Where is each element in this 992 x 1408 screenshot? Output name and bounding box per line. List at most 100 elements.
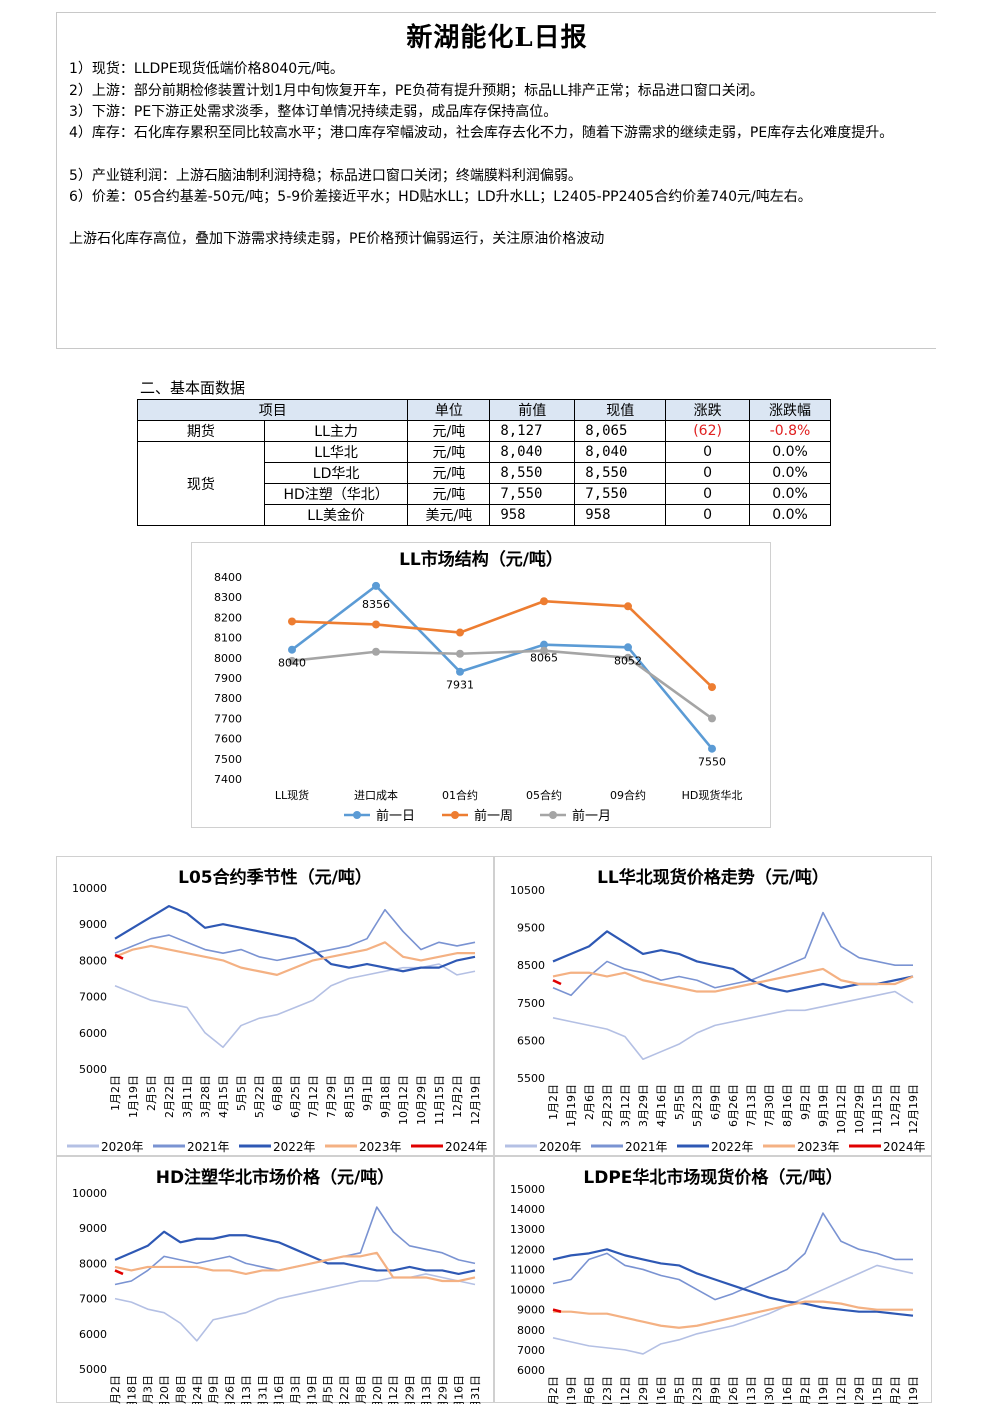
group-futures: 期货	[137, 420, 265, 442]
x-tick-label: 8月5日	[322, 1375, 335, 1404]
x-tick-label: 9月2日	[799, 1084, 812, 1120]
x-tick-label: 5月23日	[691, 1376, 704, 1404]
y-tick-label: 6500	[517, 1034, 545, 1047]
l05-seasonal-svg: L05合约季节性（元/吨）10000900080007000600050001月…	[67, 867, 488, 1154]
x-tick-label: 10月29日	[415, 1075, 428, 1125]
data-label: 7931	[446, 679, 474, 692]
y-tick-label: 10000	[72, 1187, 107, 1200]
data-point	[540, 597, 548, 606]
x-tick-label: 进口成本	[354, 788, 398, 802]
series-line	[114, 941, 475, 976]
y-tick-label: 8300	[214, 591, 242, 604]
x-tick-label: 12月19日	[907, 1376, 920, 1404]
row-curr: 958	[574, 504, 667, 526]
x-tick-label: 6月26日	[727, 1376, 740, 1404]
series-line	[114, 1206, 476, 1286]
x-tick-label: 12月19日	[469, 1075, 482, 1125]
x-tick-label: 10月12日	[835, 1084, 848, 1134]
data-point	[540, 646, 548, 655]
x-tick-label: 8月15日	[343, 1075, 356, 1118]
series-line	[114, 1269, 124, 1276]
data-point	[372, 620, 380, 629]
x-tick-label: 9月20日	[371, 1375, 384, 1404]
x-tick-label: 3月12日	[619, 1084, 632, 1127]
series-line	[114, 1230, 476, 1276]
row-prev: 958	[489, 504, 576, 526]
series-line	[114, 908, 476, 962]
x-tick-label: 10月12日	[835, 1376, 848, 1404]
x-tick-label: 1月19日	[127, 1075, 140, 1118]
y-tick-label: 10000	[510, 1284, 545, 1297]
x-tick-label: 10月29日	[853, 1376, 866, 1404]
legend-label: 2024年	[883, 1140, 926, 1154]
x-tick-label: 5月23日	[691, 1084, 704, 1127]
header-prev: 前值	[489, 399, 576, 421]
x-tick-label: 5月5日	[235, 1075, 248, 1111]
y-tick-label: 10500	[510, 884, 545, 897]
header-pct: 涨跌幅	[749, 399, 831, 421]
row-pct: 0.0%	[749, 462, 831, 484]
x-tick-label: 9月19日	[817, 1084, 830, 1127]
series-line	[291, 584, 714, 750]
group-spot: 现货	[137, 441, 265, 526]
row-pct: 0.0%	[749, 504, 831, 526]
series-line	[552, 990, 914, 1060]
y-tick-label: 7000	[517, 1344, 545, 1357]
data-point	[624, 643, 632, 652]
hd-injection-chart: HD注塑华北市场价格（元/吨） 10000 9000 8000 7000 6000 5000…	[56, 1156, 494, 1408]
x-tick-label: LL现货	[275, 788, 309, 802]
report-summary: 上游石化库存高位，叠加下游需求持续走弱，PE价格预计偏弱运行，关注原油价格波动	[69, 231, 605, 247]
y-tick-label: 8200	[214, 611, 242, 624]
x-tick-label: 12月19日	[907, 1084, 920, 1134]
x-tick-label: 9月8日	[354, 1375, 367, 1404]
header-unit: 单位	[407, 399, 491, 421]
ll-north-spot-svg: LL华北现货价格走势（元/吨） 10500 9500 8500 7500 6500 5500…	[505, 867, 926, 1154]
row-unit: 元/吨	[407, 483, 491, 505]
y-tick-label: 8400	[214, 571, 242, 584]
row-name: LL美金价	[263, 504, 409, 526]
x-tick-label: 2月3日	[142, 1375, 155, 1404]
legend-label: 前一月	[572, 808, 611, 824]
data-label: 7550	[698, 756, 726, 769]
series-line	[114, 963, 476, 1049]
x-tick-label: 12月2日	[889, 1376, 902, 1404]
x-tick-label: 10月29日	[853, 1084, 866, 1134]
table-row: LL美金价 美元/吨 958 958 0 0.0%	[138, 504, 831, 526]
row-name: HD注塑（华北）	[263, 483, 409, 505]
x-tick-label: 7月30日	[763, 1376, 776, 1404]
series-line	[114, 1251, 476, 1283]
y-tick-label: 9000	[79, 1222, 107, 1235]
y-tick-label: 7500	[214, 753, 242, 766]
market-structure-chart: LL市场结构（元/吨） 8400 8300 8200 8100 8000 7900 7800 7…	[191, 542, 771, 828]
x-tick-label: 2月20日	[158, 1375, 171, 1404]
x-tick-label: 1月2日	[547, 1376, 560, 1404]
ll-north-spot-chart: LL华北现货价格走势（元/吨） 10500 9500 8500 7500 6500 5500…	[494, 856, 932, 1156]
series-line	[114, 953, 124, 960]
row-prev: 8,040	[489, 441, 576, 463]
chart-title: HD注塑华北市场价格（元/吨）	[156, 1167, 395, 1188]
x-tick-label: 1月19日	[565, 1376, 578, 1404]
legend-label: 2020年	[101, 1140, 144, 1154]
report-title: 新湖能化L日报	[406, 23, 588, 53]
x-tick-label: 05合约	[526, 788, 562, 802]
x-tick-label: 4月15日	[217, 1075, 230, 1118]
x-tick-label: 7月29日	[325, 1075, 338, 1118]
report-line-downstream: 3）下游：PE下游正处需求淡季，整体订单情况持续走弱，成品库存保持高位。	[69, 104, 558, 120]
row-chg: 0	[665, 462, 751, 484]
data-point	[624, 602, 632, 611]
report-line-inventory: 4）库存：石化库存累积至同比较高水平；港口库存窄幅波动，社会库存去化不力，随着下…	[69, 125, 894, 141]
series-line	[553, 1300, 913, 1329]
x-tick-label: HD现货华北	[682, 788, 743, 802]
ldpe-north-svg: LDPE华北市场现货价格（元/吨） 15000 14000 13000 12000 110…	[510, 1167, 920, 1408]
x-tick-label: 3月29日	[637, 1084, 650, 1127]
x-tick-label: 1月2日	[109, 1075, 122, 1111]
y-tick-label: 7000	[79, 991, 107, 1004]
data-point	[372, 647, 380, 656]
x-tick-label: 10月12日	[397, 1075, 410, 1125]
row-prev: 8,127	[489, 420, 576, 442]
series-line	[552, 967, 914, 993]
x-tick-label: 4月16日	[655, 1084, 668, 1127]
x-tick-label: 2月23日	[601, 1084, 614, 1127]
x-tick-label: 8月16日	[781, 1084, 794, 1127]
x-tick-label: 5月5日	[673, 1084, 686, 1120]
